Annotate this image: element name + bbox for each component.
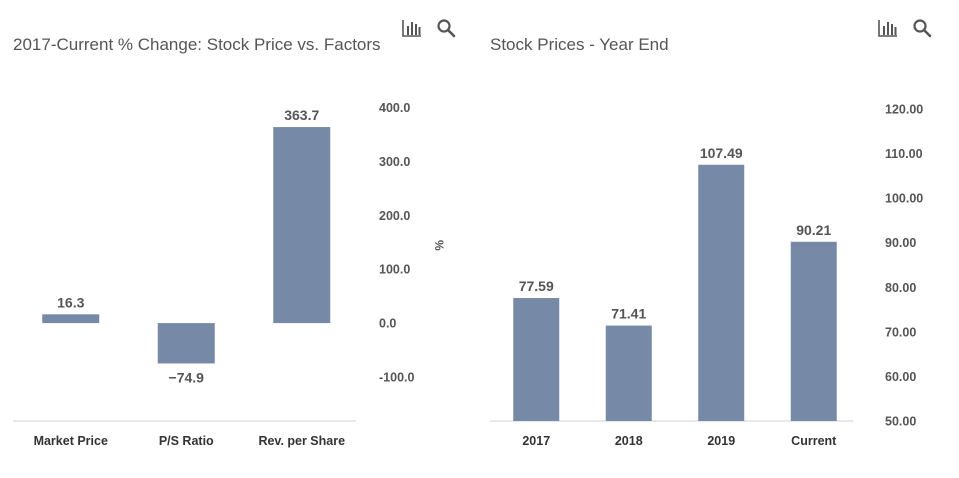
y-tick-label: 50.00 bbox=[885, 415, 916, 429]
chart-title: 2017-Current % Change: Stock Price vs. F… bbox=[13, 35, 381, 54]
y-tick-label: 80.00 bbox=[885, 281, 916, 295]
data-label: 363.7 bbox=[284, 107, 319, 123]
data-label: −74.9 bbox=[169, 369, 205, 385]
category-label: 2017 bbox=[522, 434, 550, 448]
y-tick-label: 400.0 bbox=[379, 101, 410, 115]
y-tick-label: 110.00 bbox=[885, 147, 923, 161]
y-tick-label: 90.00 bbox=[885, 236, 916, 250]
y-tick-label: 120.00 bbox=[885, 103, 923, 117]
category-label: 2018 bbox=[615, 434, 643, 448]
bar bbox=[698, 164, 745, 421]
data-label: 77.59 bbox=[519, 278, 554, 294]
search-icon[interactable] bbox=[912, 18, 932, 38]
chart-panel-percent-change: -100.0 0.0 100.0 200.0 300.0 400.0% 16.3 Market… bbox=[0, 0, 470, 478]
y-tick-label: 300.0 bbox=[379, 155, 410, 169]
percent-change-chart: -100.0 0.0 100.0 200.0 300.0 400.0% 16.3 Market… bbox=[13, 101, 446, 448]
chart-toolbar bbox=[878, 18, 932, 38]
data-label: 16.3 bbox=[57, 294, 84, 310]
y-tick-label: 200.0 bbox=[379, 209, 410, 223]
category-label: 2019 bbox=[707, 434, 735, 448]
chart-title: Stock Prices - Year End bbox=[490, 35, 669, 54]
y-tick-label: 100.00 bbox=[885, 192, 923, 206]
y-tick-label: 0.0 bbox=[379, 317, 396, 331]
stock-prices-chart: 50.00 60.00 70.00 80.00 90.00 100.00 110.00 120… bbox=[490, 103, 923, 448]
bar bbox=[605, 325, 652, 421]
category-label: P/S Ratio bbox=[159, 434, 214, 448]
bar bbox=[790, 241, 837, 421]
y-tick-label: -100.0 bbox=[379, 371, 414, 385]
data-label: 71.41 bbox=[611, 306, 646, 322]
bar bbox=[42, 314, 100, 324]
chart-toolbar bbox=[402, 18, 456, 38]
y-tick-label: 100.0 bbox=[379, 263, 410, 277]
bar-chart-icon[interactable] bbox=[402, 18, 422, 38]
category-label: Current bbox=[791, 434, 837, 448]
bar bbox=[157, 323, 215, 364]
y-axis-unit-label: % bbox=[432, 240, 446, 251]
chart-panel-stock-prices: 50.00 60.00 70.00 80.00 90.00 100.00 110.00 120… bbox=[480, 0, 959, 478]
y-tick-label: 60.00 bbox=[885, 370, 916, 384]
data-label: 90.21 bbox=[796, 222, 831, 238]
y-tick-label: 70.00 bbox=[885, 325, 916, 339]
category-label: Market Price bbox=[34, 434, 108, 448]
bar-chart-icon[interactable] bbox=[878, 18, 898, 38]
bar bbox=[513, 298, 560, 421]
category-label: Rev. per Share bbox=[258, 434, 345, 448]
bar bbox=[273, 127, 331, 324]
data-label: 107.49 bbox=[700, 145, 743, 161]
search-icon[interactable] bbox=[436, 18, 456, 38]
